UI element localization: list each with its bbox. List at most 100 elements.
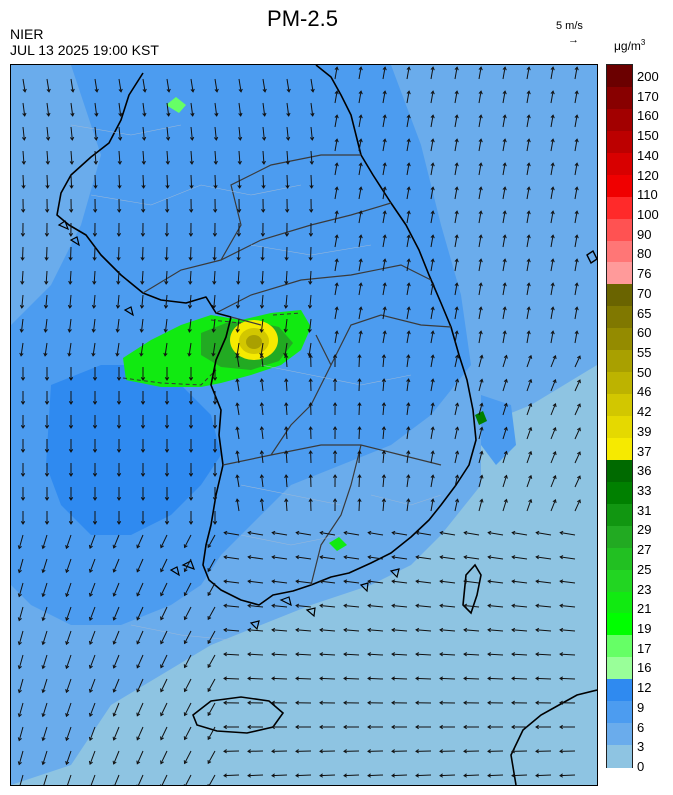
wind-vector-head	[552, 355, 557, 360]
wind-vector	[358, 187, 362, 200]
wind-vector-head	[358, 234, 363, 239]
wind-vector-head	[391, 724, 395, 730]
wind-vector	[44, 318, 48, 332]
pm25-map[interactable]	[10, 64, 598, 786]
legend-swatch	[607, 284, 632, 307]
wind-vector-head	[415, 579, 420, 584]
wind-vector	[262, 78, 266, 92]
wind-vector-head	[136, 760, 141, 765]
wind-vector	[164, 342, 168, 356]
wind-vector-head	[238, 88, 243, 93]
wind-vector	[406, 163, 410, 176]
wind-vector-head	[140, 497, 146, 501]
wind-vector-head	[319, 700, 323, 705]
wind-vector	[185, 774, 192, 785]
wind-vector-head	[164, 473, 170, 477]
wind-vector-head	[223, 724, 227, 730]
wind-scale-label: 5 m/s	[556, 20, 583, 32]
wind-vector-head	[20, 280, 25, 285]
wind-vector-head	[577, 451, 581, 456]
wind-vector	[142, 174, 145, 189]
wind-vector	[358, 91, 362, 104]
wind-vector	[214, 126, 217, 140]
wind-vector	[478, 283, 482, 296]
wind-vector	[89, 654, 96, 669]
wind-vector	[207, 726, 216, 740]
wind-vector-head	[44, 449, 50, 453]
wind-vector-head	[502, 66, 507, 71]
wind-vector	[45, 294, 48, 308]
wind-vector-head	[535, 749, 540, 754]
wind-vector	[89, 678, 96, 693]
wind-vector	[559, 677, 576, 680]
wind-vector-head	[454, 138, 459, 143]
wind-vector-head	[439, 603, 444, 608]
wind-vector-head	[502, 186, 507, 191]
wind-vector-head	[284, 450, 289, 455]
wind-vector-head	[164, 449, 170, 453]
wind-vector-head	[503, 426, 508, 431]
wind-vector-head	[319, 530, 324, 536]
legend-swatch	[607, 218, 632, 242]
wind-vector	[166, 174, 169, 189]
wind-vector	[454, 427, 459, 440]
wind-vector-head	[357, 474, 362, 479]
wind-vector-head	[65, 545, 70, 550]
wind-vector	[550, 379, 556, 392]
wind-vector	[430, 283, 434, 296]
wind-vector	[22, 150, 25, 165]
wind-vector-head	[223, 603, 228, 608]
wind-vector-head	[136, 592, 141, 597]
wind-vector-head	[44, 473, 50, 477]
wind-vector-head	[286, 112, 291, 117]
wind-vector-head	[526, 210, 531, 215]
wind-vector-head	[92, 473, 98, 477]
legend-label: 46	[637, 384, 652, 400]
wind-vector	[382, 379, 385, 392]
wind-vector-head	[487, 749, 492, 754]
wind-vector	[70, 78, 74, 92]
wind-vector-head	[65, 593, 70, 598]
wind-vector	[261, 403, 264, 416]
wind-vector-head	[381, 426, 386, 431]
wind-vector	[392, 580, 408, 584]
wind-vector	[271, 677, 288, 680]
wind-vector-head	[259, 402, 264, 407]
wind-vector	[358, 354, 361, 368]
wind-vector	[22, 174, 25, 189]
wind-vector-head	[550, 210, 555, 215]
wind-vector-head	[20, 256, 25, 261]
wind-vector-head	[382, 258, 387, 263]
wind-vector-head	[237, 209, 242, 213]
wind-vector-head	[160, 616, 164, 621]
wind-vector-head	[65, 617, 70, 622]
wind-vector-head	[382, 186, 387, 191]
wind-vector	[550, 331, 554, 344]
wind-vector-head	[165, 160, 170, 165]
wind-vector	[166, 150, 169, 165]
wind-vector	[478, 355, 483, 368]
wind-vector-head	[574, 66, 579, 71]
wind-vector-head	[188, 497, 194, 501]
wind-vector-head	[136, 736, 141, 741]
wind-vector	[488, 556, 504, 560]
wind-vector	[502, 139, 506, 152]
wind-vector-head	[439, 749, 444, 754]
wind-vector-head	[502, 234, 507, 239]
wind-vector	[382, 331, 386, 344]
wind-vector	[382, 235, 386, 248]
wind-vector-head	[68, 473, 74, 477]
wind-vector	[89, 702, 96, 717]
wind-vector	[272, 580, 288, 584]
wind-vector	[526, 475, 532, 488]
wind-vector-head	[358, 330, 363, 335]
wind-vector	[430, 163, 434, 176]
wind-vector-head	[367, 676, 372, 681]
wind-vector	[190, 174, 193, 189]
wind-vector-head	[415, 530, 420, 536]
wind-vector-head	[574, 138, 579, 143]
wind-vector	[358, 235, 362, 248]
wind-vector	[309, 294, 312, 308]
wind-vector-head	[160, 544, 164, 549]
wind-vector	[89, 606, 96, 621]
